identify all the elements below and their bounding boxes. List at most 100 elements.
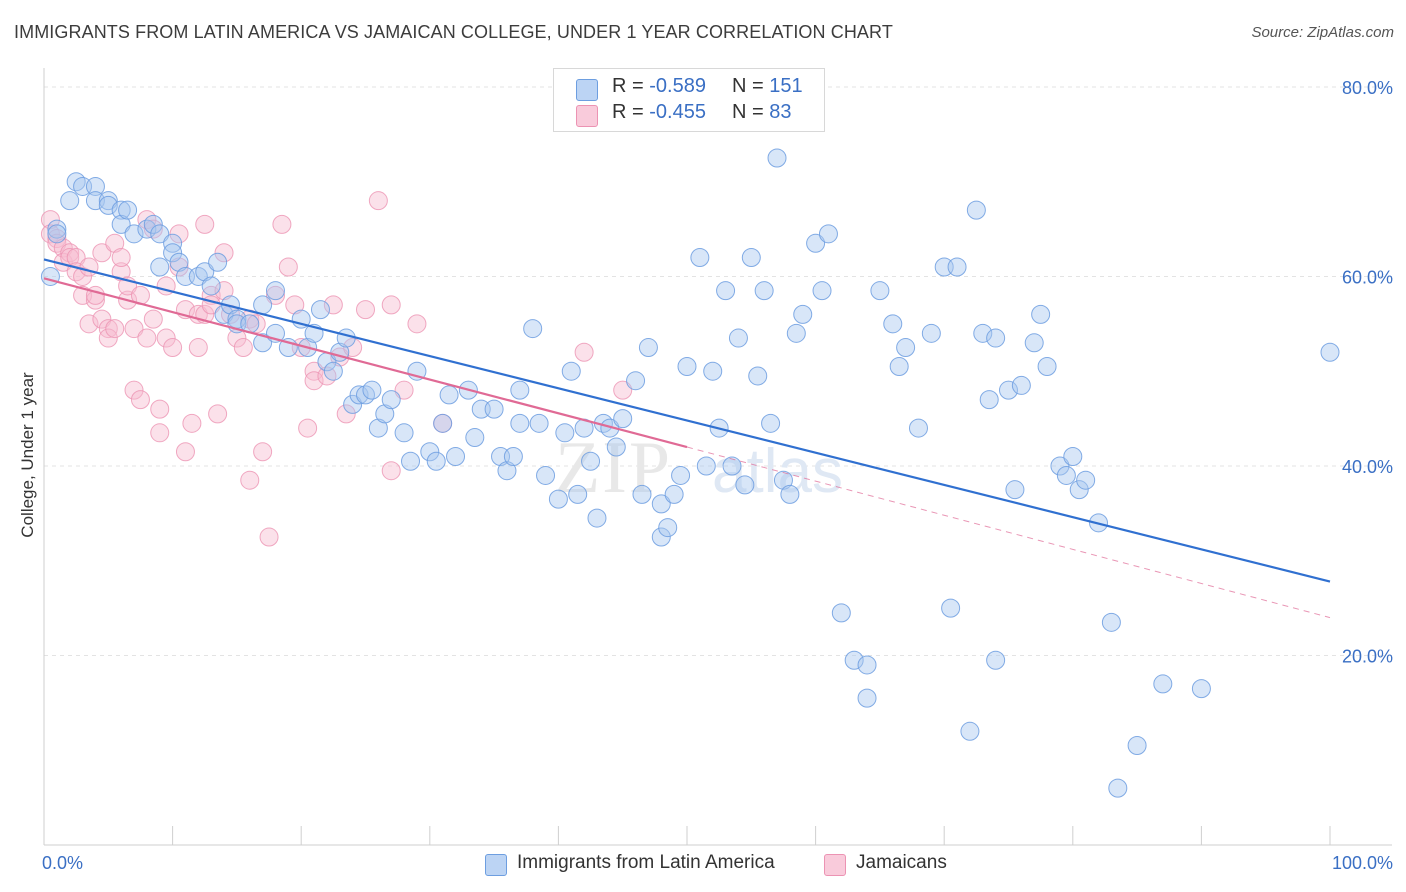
data-point-latin-america <box>1056 465 1076 485</box>
data-point-latin-america <box>111 214 131 234</box>
data-point-latin-america <box>1005 480 1025 500</box>
data-point-latin-america <box>626 371 646 391</box>
data-point-latin-america <box>253 295 273 315</box>
data-point-jamaicans <box>195 214 215 234</box>
data-point-latin-america <box>870 281 890 301</box>
data-point-jamaicans <box>105 233 125 253</box>
legend-label: Immigrants from Latin America <box>517 852 775 873</box>
data-point-latin-america <box>362 380 382 400</box>
data-point-jamaicans <box>214 243 234 263</box>
data-point-latin-america <box>1076 470 1096 490</box>
data-point-jamaicans <box>343 338 363 358</box>
data-point-jamaicans <box>246 314 266 334</box>
data-point-jamaicans <box>124 380 144 400</box>
data-point-latin-america <box>465 428 485 448</box>
data-point-latin-america <box>973 323 993 343</box>
data-point-latin-america <box>433 413 453 433</box>
data-point-latin-america <box>857 655 877 675</box>
data-point-latin-america <box>381 390 401 410</box>
data-point-latin-america <box>555 423 575 443</box>
data-point-latin-america <box>979 390 999 410</box>
n-value: 151 <box>769 75 803 97</box>
data-point-jamaicans <box>40 210 60 230</box>
data-point-latin-america <box>1011 375 1031 395</box>
data-point-latin-america <box>484 399 504 419</box>
legend-r-text: R = -0.455 <box>612 101 706 124</box>
data-point-latin-america <box>767 148 787 168</box>
trend-line-jamaicans-extended <box>686 446 1331 619</box>
data-point-latin-america <box>349 385 369 405</box>
data-point-latin-america <box>889 356 909 376</box>
data-point-latin-america <box>761 413 781 433</box>
data-point-jamaicans <box>92 309 112 329</box>
data-point-jamaicans <box>111 248 131 268</box>
data-point-jamaicans <box>175 442 195 462</box>
data-point-latin-america <box>748 366 768 386</box>
data-point-latin-america <box>561 361 581 381</box>
data-point-latin-america <box>523 319 543 339</box>
data-point-latin-america <box>786 323 806 343</box>
data-point-jamaicans <box>143 309 163 329</box>
data-point-latin-america <box>336 328 356 348</box>
n-label: N = <box>732 101 764 123</box>
data-point-jamaicans <box>73 266 93 286</box>
tick-labels: 20.0% 40.0% 60.0% 80.0% 0.0% 100.0% <box>42 78 1393 873</box>
data-point-latin-america <box>696 456 716 476</box>
data-point-latin-america <box>921 323 941 343</box>
data-point-latin-america <box>111 200 131 220</box>
trend-line-jamaicans <box>43 277 688 449</box>
data-point-latin-america <box>1127 736 1147 756</box>
correlation-legend: R = -0.589 N = 151 R = -0.455 N = 83 <box>553 68 825 132</box>
data-point-latin-america <box>169 252 189 272</box>
data-point-latin-america <box>208 252 228 272</box>
data-point-latin-america <box>831 603 851 623</box>
data-point-latin-america <box>844 650 864 670</box>
data-point-latin-america <box>343 394 363 414</box>
x-tick-label-max: 100.0% <box>1332 853 1393 873</box>
n-label: N = <box>732 75 764 97</box>
legend-n-text: N = 83 <box>732 101 792 124</box>
data-point-latin-america <box>1191 679 1211 699</box>
data-point-latin-america <box>671 465 691 485</box>
data-point-latin-america <box>1063 447 1083 466</box>
data-point-latin-america <box>253 333 273 353</box>
data-point-jamaicans <box>130 390 150 410</box>
data-point-latin-america <box>118 200 138 220</box>
data-point-latin-america <box>896 338 916 358</box>
data-point-jamaicans <box>285 295 305 315</box>
data-point-latin-america <box>368 418 388 438</box>
r-value: -0.455 <box>649 101 706 123</box>
data-point-jamaicans <box>233 338 253 358</box>
data-point-jamaicans <box>208 404 228 424</box>
data-point-jamaicans <box>381 461 401 481</box>
data-point-jamaicans <box>137 328 157 348</box>
data-point-jamaicans <box>323 295 343 315</box>
data-point-latin-america <box>401 451 421 471</box>
data-point-latin-america <box>999 380 1018 400</box>
trend-line-latin-america <box>43 258 1331 583</box>
data-point-latin-america <box>394 423 414 443</box>
data-point-latin-america <box>651 494 671 514</box>
data-point-jamaicans <box>253 442 273 462</box>
n-value: 83 <box>769 101 792 123</box>
series-legend: Immigrants from Latin America Jamaicans <box>0 852 1406 878</box>
data-point-latin-america <box>1101 612 1121 632</box>
y-axis-label: College, Under 1 year <box>18 372 37 538</box>
data-point-latin-america <box>883 314 903 334</box>
data-point-jamaicans <box>105 319 125 339</box>
data-point-jamaicans <box>298 418 318 438</box>
data-point-jamaicans <box>124 319 144 339</box>
data-point-jamaicans <box>98 328 118 348</box>
r-label: R = <box>612 101 644 123</box>
data-point-latin-america <box>446 447 466 466</box>
data-point-latin-america <box>98 195 118 215</box>
data-point-latin-america <box>163 243 183 263</box>
data-point-latin-america <box>265 281 285 301</box>
legend-row-jamaicans: R = -0.455 N = 83 <box>554 101 824 127</box>
data-point-latin-america <box>780 484 800 504</box>
data-point-latin-america <box>124 224 144 244</box>
series-jamaicans-points <box>40 191 633 547</box>
data-point-latin-america <box>1024 333 1044 353</box>
data-point-latin-america <box>510 413 530 433</box>
